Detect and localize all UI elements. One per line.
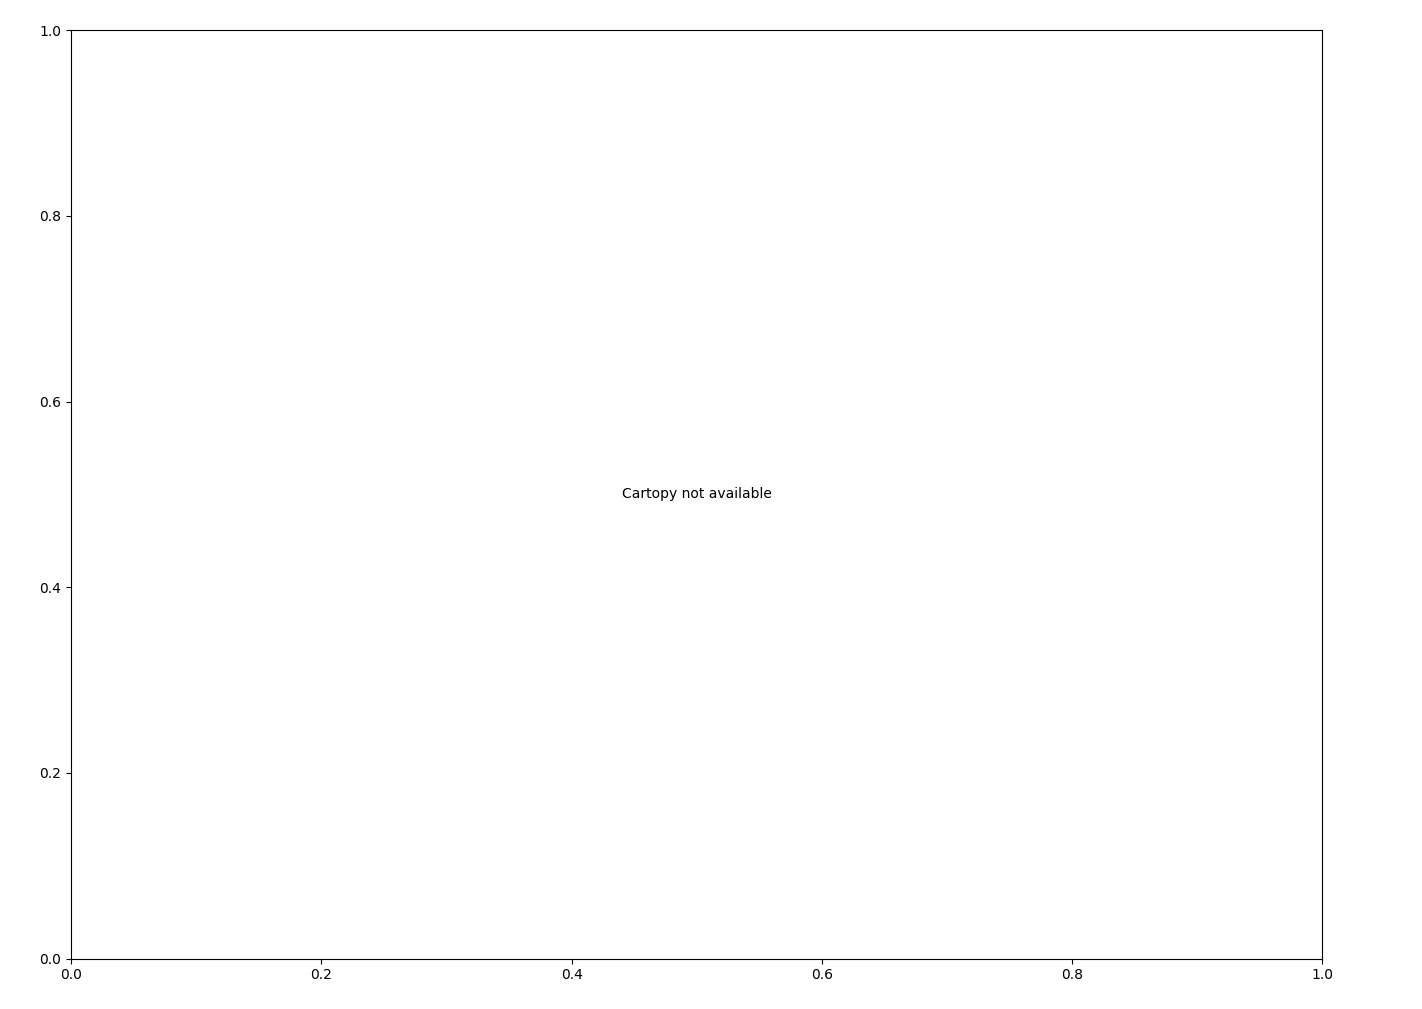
Text: Cartopy not available: Cartopy not available: [621, 487, 772, 501]
